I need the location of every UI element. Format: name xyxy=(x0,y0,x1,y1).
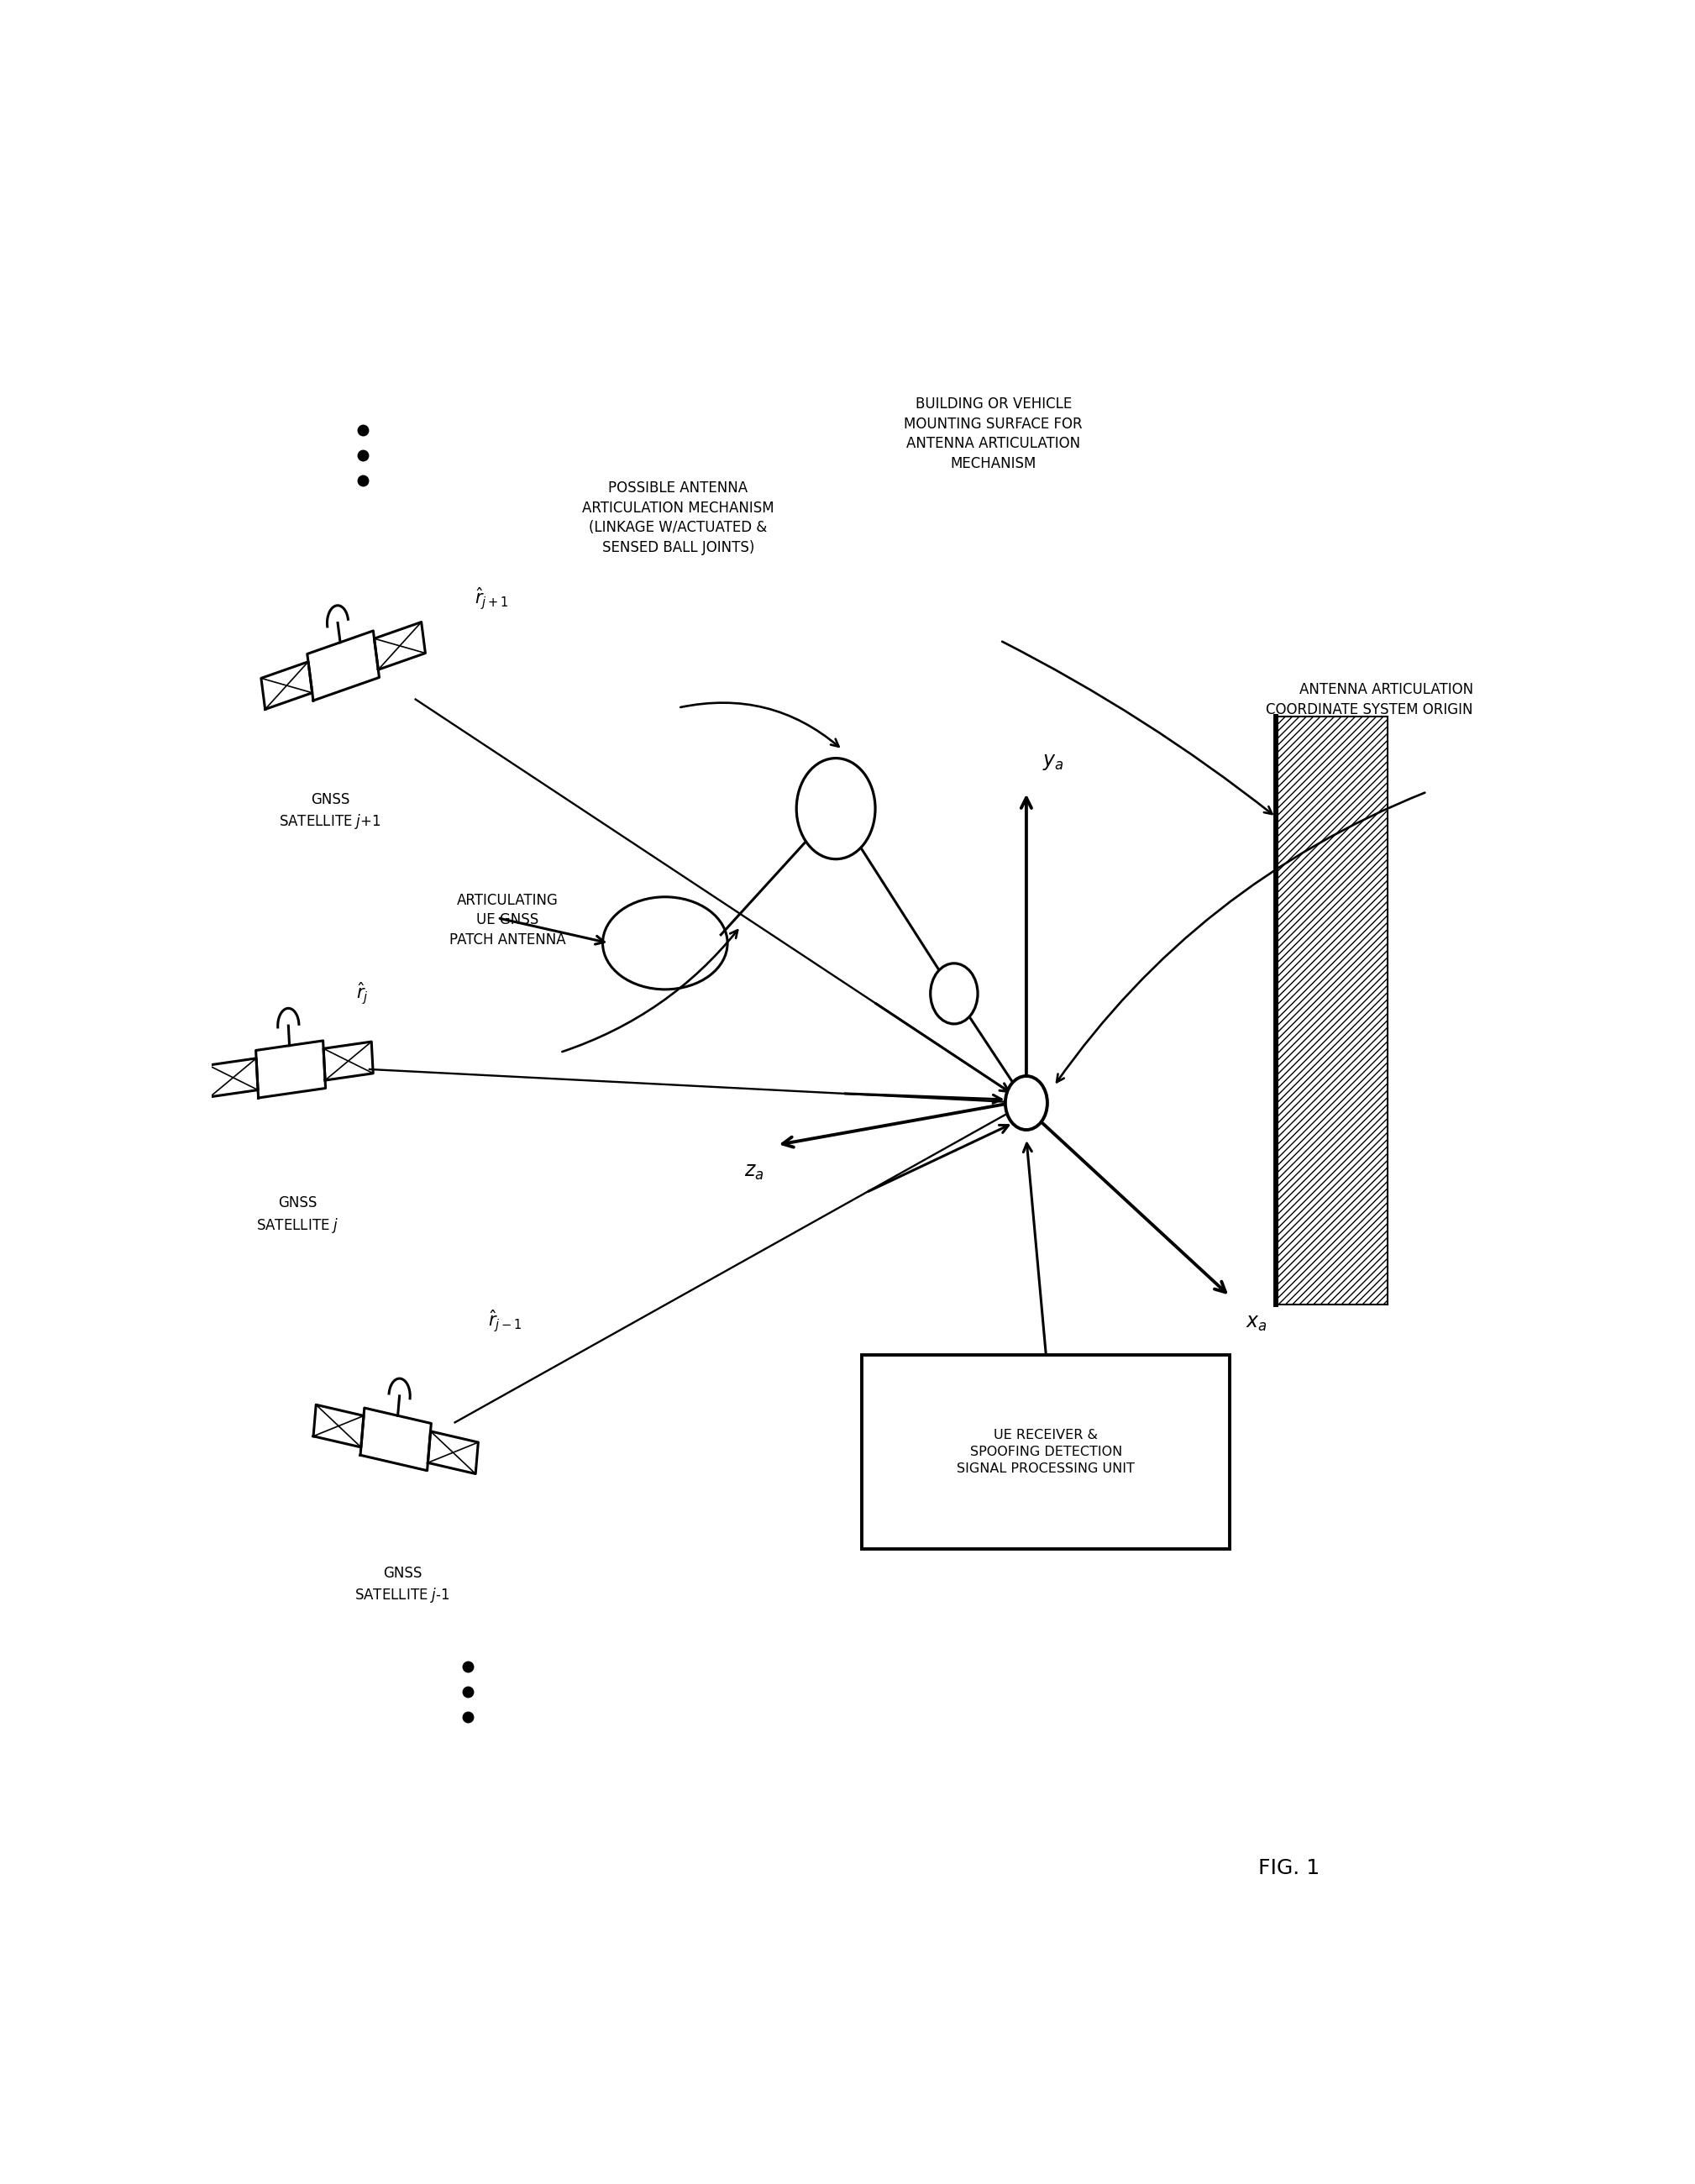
Text: $\hat{r}_{j+1}$: $\hat{r}_{j+1}$ xyxy=(475,585,508,612)
Circle shape xyxy=(797,758,875,858)
Text: $z_a$: $z_a$ xyxy=(744,1162,763,1182)
Text: ARTICULATING
UE GNSS
PATCH ANTENNA: ARTICULATING UE GNSS PATCH ANTENNA xyxy=(449,893,566,948)
Text: $y_a$: $y_a$ xyxy=(1042,751,1063,771)
Circle shape xyxy=(1005,1077,1048,1129)
Text: GNSS
SATELLITE $j$+1: GNSS SATELLITE $j$+1 xyxy=(280,793,381,830)
Circle shape xyxy=(931,963,978,1024)
Text: $x_a$: $x_a$ xyxy=(1246,1313,1268,1332)
Text: GNSS
SATELLITE $j$: GNSS SATELLITE $j$ xyxy=(256,1195,339,1234)
Text: ANTENNA ARTICULATION
COORDINATE SYSTEM ORIGIN: ANTENNA ARTICULATION COORDINATE SYSTEM O… xyxy=(1266,681,1473,716)
Text: BUILDING OR VEHICLE
MOUNTING SURFACE FOR
ANTENNA ARTICULATION
MECHANISM: BUILDING OR VEHICLE MOUNTING SURFACE FOR… xyxy=(903,397,1083,472)
Text: UE RECEIVER &
SPOOFING DETECTION
SIGNAL PROCESSING UNIT: UE RECEIVER & SPOOFING DETECTION SIGNAL … xyxy=(958,1428,1136,1474)
Text: FIG. 1: FIG. 1 xyxy=(1258,1859,1320,1878)
Polygon shape xyxy=(1276,716,1388,1304)
Text: $\hat{r}_j$: $\hat{r}_j$ xyxy=(356,981,370,1007)
Text: GNSS
SATELLITE $j$-1: GNSS SATELLITE $j$-1 xyxy=(354,1566,451,1605)
Bar xyxy=(863,1354,1231,1548)
Text: $\hat{r}_{j-1}$: $\hat{r}_{j-1}$ xyxy=(488,1308,522,1334)
Text: POSSIBLE ANTENNA
ARTICULATION MECHANISM
(LINKAGE W/ACTUATED &
SENSED BALL JOINTS: POSSIBLE ANTENNA ARTICULATION MECHANISM … xyxy=(581,480,775,555)
